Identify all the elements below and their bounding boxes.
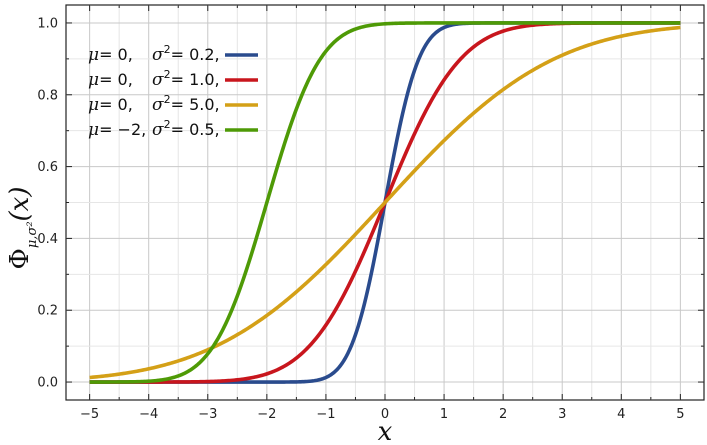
x-tick-label: 5 bbox=[676, 407, 684, 422]
y-tick-label: 0.0 bbox=[37, 376, 58, 391]
legend-entry-0: μ= 0, σ2= 0.2, bbox=[88, 43, 220, 65]
x-tick-label: −3 bbox=[198, 407, 217, 422]
x-axis-label: x bbox=[378, 417, 393, 445]
x-tick-label: 3 bbox=[558, 407, 566, 422]
y-axis-label-sub: μ,σ² bbox=[25, 221, 40, 248]
y-tick-label: 0.2 bbox=[37, 304, 58, 319]
x-tick-labels: −5 −4 −3 −2 −1 0 1 2 3 4 5 bbox=[80, 407, 684, 422]
y-tick-label: 0.8 bbox=[37, 88, 58, 103]
y-tick-label: 0.6 bbox=[37, 160, 58, 175]
y-tick-label: 1.0 bbox=[37, 16, 58, 31]
svg-text:Φμ,σ²(x): Φμ,σ²(x) bbox=[5, 187, 40, 270]
legend-entry-2: μ= 0, σ2= 5.0, bbox=[88, 93, 220, 115]
y-axis-label-arg: (x) bbox=[5, 187, 35, 222]
series-line-3 bbox=[89, 21, 681, 384]
y-axis-label: Φμ,σ²(x) bbox=[5, 187, 40, 270]
y-tick-labels: 0.0 0.2 0.4 0.6 0.8 1.0 bbox=[37, 16, 58, 390]
x-tick-label: 4 bbox=[617, 407, 625, 422]
y-tick-label: 0.4 bbox=[37, 232, 58, 247]
x-tick-label: −4 bbox=[139, 407, 158, 422]
x-tick-label: 2 bbox=[499, 407, 507, 422]
x-tick-label: 1 bbox=[440, 407, 448, 422]
x-tick-label: −1 bbox=[316, 407, 335, 422]
y-axis-label-main: Φ bbox=[5, 248, 35, 269]
x-tick-label: 0 bbox=[381, 407, 389, 422]
curves bbox=[89, 21, 681, 384]
legend: μ= 0, σ2= 0.2, μ= 0, σ2= 1.0, μ= 0, σ2= 5.0, μ… bbox=[88, 43, 258, 140]
series-line-2 bbox=[89, 25, 681, 380]
x-tick-label: −2 bbox=[257, 407, 276, 422]
grid bbox=[66, 5, 704, 400]
legend-entry-3: μ= −2, σ2= 0.5, bbox=[88, 118, 220, 140]
ticks bbox=[66, 5, 704, 400]
legend-entry-1: μ= 0, σ2= 1.0, bbox=[88, 68, 220, 90]
x-tick-label: −5 bbox=[80, 407, 99, 422]
